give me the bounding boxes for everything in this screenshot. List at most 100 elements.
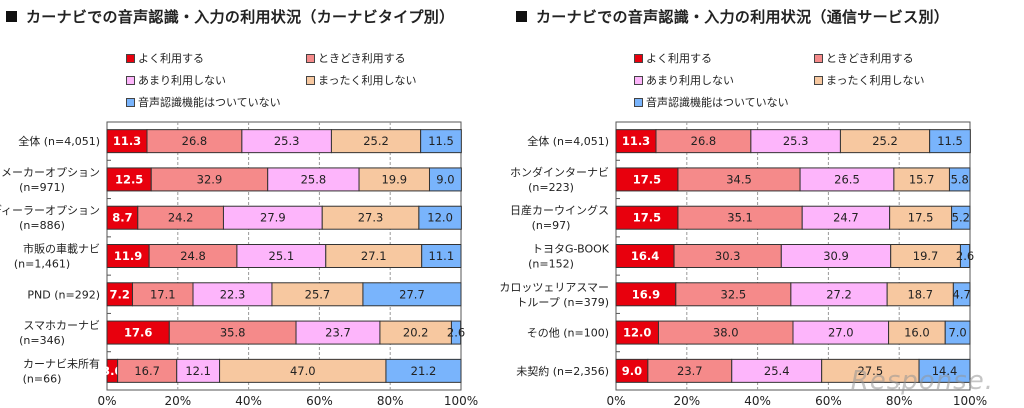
legend-label: よく利用する bbox=[646, 52, 712, 65]
x-tick-label: 0% bbox=[97, 394, 116, 408]
x-tick-label: 60% bbox=[815, 394, 842, 408]
legend-item-often: よく利用する bbox=[634, 50, 712, 66]
data-label: 34.5 bbox=[726, 172, 752, 186]
data-label: 35.8 bbox=[220, 326, 246, 340]
x-tick-label: 60% bbox=[306, 394, 333, 408]
data-label: 5.8 bbox=[951, 172, 969, 186]
data-label: 9.0 bbox=[622, 364, 642, 378]
data-label: 21.2 bbox=[411, 364, 437, 378]
legend-label: ときどき利用する bbox=[318, 52, 406, 65]
data-label: 24.7 bbox=[833, 211, 859, 225]
legend-item-rarely: あまり利用しない bbox=[634, 72, 734, 88]
data-label: 25.3 bbox=[783, 134, 809, 148]
data-label: 7.0 bbox=[948, 326, 966, 340]
data-label: 11.3 bbox=[113, 134, 141, 148]
legend-swatch-icon bbox=[126, 97, 135, 107]
title-bullet-icon bbox=[516, 11, 527, 22]
data-label: 12.0 bbox=[427, 211, 453, 225]
x-tick-label: 80% bbox=[377, 394, 404, 408]
data-label: 17.5 bbox=[633, 211, 661, 225]
data-label: 12.1 bbox=[185, 364, 211, 378]
data-label: 24.8 bbox=[180, 249, 206, 263]
data-label: 23.7 bbox=[677, 364, 703, 378]
category-label: カロッツェリアスマー bbox=[499, 281, 609, 294]
category-label: スマホカーナビ bbox=[23, 319, 100, 332]
legend-item-none: 音声認識機能はついていない bbox=[126, 94, 281, 110]
data-label: 12.0 bbox=[623, 326, 651, 340]
data-label: 19.9 bbox=[381, 172, 407, 186]
legend-item-never: まったく利用しない bbox=[814, 72, 925, 88]
legend-label: ときどき利用する bbox=[826, 52, 914, 65]
data-label: 27.2 bbox=[826, 287, 852, 301]
legend-item-none: 音声認識機能はついていない bbox=[634, 94, 789, 110]
data-label: 25.1 bbox=[269, 249, 295, 263]
bar-segment-none bbox=[420, 129, 462, 154]
category-label: (n=223) bbox=[528, 181, 574, 194]
bar-segment-none bbox=[450, 320, 462, 345]
data-label: 32.5 bbox=[721, 287, 747, 301]
data-label: 25.4 bbox=[764, 364, 790, 378]
legend-swatch-icon bbox=[814, 53, 823, 63]
category-label: (n=152) bbox=[528, 258, 574, 271]
legend-swatch-icon bbox=[634, 75, 643, 85]
category-label: (n=346) bbox=[19, 334, 65, 347]
x-tick-label: 100% bbox=[953, 394, 987, 408]
legend-label: あまり利用しない bbox=[138, 74, 226, 87]
x-tick-label: 100% bbox=[444, 394, 478, 408]
bar-segment-none bbox=[948, 167, 971, 192]
category-label: トヨタG-BOOK bbox=[532, 243, 610, 256]
data-label: 11.5 bbox=[937, 134, 963, 148]
data-label: 27.0 bbox=[828, 326, 854, 340]
data-label: 24.2 bbox=[168, 211, 194, 225]
legend-swatch-icon bbox=[306, 75, 315, 85]
watermark-logo: Response. bbox=[850, 366, 994, 396]
category-label: (n=886) bbox=[19, 219, 65, 232]
data-label: 15.7 bbox=[909, 172, 935, 186]
category-label: (n=1,461) bbox=[14, 258, 70, 271]
data-label: 25.2 bbox=[872, 134, 898, 148]
data-label: 16.9 bbox=[632, 287, 660, 301]
x-tick-label: 40% bbox=[235, 394, 262, 408]
bar-segment-none bbox=[929, 129, 971, 154]
bar-segment-none bbox=[952, 282, 971, 307]
bar-segment-none bbox=[428, 167, 462, 192]
data-label: 26.8 bbox=[691, 134, 717, 148]
data-label: 18.7 bbox=[907, 287, 933, 301]
legend-label: よく利用する bbox=[138, 52, 204, 65]
category-label: 未契約 (n=2,356) bbox=[516, 364, 609, 378]
data-label: 4.7 bbox=[953, 287, 971, 301]
data-label: 27.7 bbox=[399, 287, 425, 301]
data-label: 5.2 bbox=[952, 211, 970, 225]
legend-label: あまり利用しない bbox=[646, 74, 734, 87]
bar-segment-none bbox=[385, 358, 462, 383]
data-label: 8.7 bbox=[112, 211, 132, 225]
chart-title-right: カーナビでの音声認識・入力の利用状況（通信サービス別） bbox=[516, 6, 949, 27]
legend-item-sometimes: ときどき利用する bbox=[306, 50, 406, 66]
x-tick-label: 20% bbox=[673, 394, 700, 408]
data-label: 17.1 bbox=[150, 287, 176, 301]
data-label: 27.1 bbox=[361, 249, 387, 263]
data-label: 25.7 bbox=[305, 287, 331, 301]
legend-item-rarely: あまり利用しない bbox=[126, 72, 226, 88]
data-label: 20.2 bbox=[403, 326, 429, 340]
data-label: 17.5 bbox=[908, 211, 934, 225]
bar-segment-none bbox=[918, 358, 971, 383]
data-label: 23.7 bbox=[325, 326, 351, 340]
legend-item-often: よく利用する bbox=[126, 50, 204, 66]
data-label: 27.5 bbox=[858, 364, 884, 378]
chart-left: 0% 20% 40% 60% 80% 100% 11.3 26.8 25.3 25.2 11.5 全体… bbox=[0, 121, 478, 408]
category-label: 全体 (n=4,051) bbox=[527, 134, 609, 148]
data-label: 2.6 bbox=[956, 249, 974, 263]
category-label: トループ (n=379) bbox=[516, 296, 609, 309]
data-label: 16.7 bbox=[134, 364, 160, 378]
legend-label: まったく利用しない bbox=[318, 74, 417, 87]
category-label: PND (n=292) bbox=[27, 288, 100, 301]
data-label: 25.2 bbox=[363, 134, 389, 148]
data-label: 11.3 bbox=[622, 134, 650, 148]
bar-segment-none bbox=[944, 320, 971, 345]
legend-item-never: まったく利用しない bbox=[306, 72, 417, 88]
data-label: 22.3 bbox=[220, 287, 246, 301]
category-label: 全体 (n=4,051) bbox=[18, 134, 100, 148]
legend-label: まったく利用しない bbox=[826, 74, 925, 87]
